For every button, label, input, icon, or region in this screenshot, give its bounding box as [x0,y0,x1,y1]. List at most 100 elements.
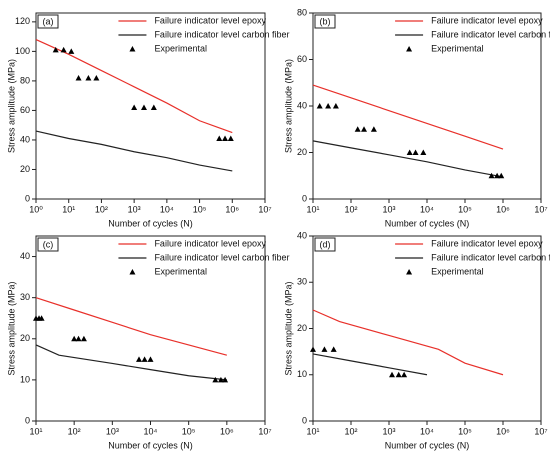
x-tick-label: 10⁵ [458,204,472,214]
y-tick-label: 30 [20,292,30,302]
data-point [412,149,419,155]
y-tick-label: 30 [297,277,307,287]
legend-swatch [129,46,136,52]
panel-label-box [314,237,336,252]
x-tick-label: 10³ [106,426,119,436]
data-point [227,135,234,141]
data-point [141,356,148,362]
series-line [312,309,504,376]
y-tick-label: 20 [20,333,30,343]
x-axis-label: Number of cycles (N) [385,218,470,228]
legend-label: Experimental [154,43,207,53]
data-point [60,46,67,53]
data-point [147,356,154,362]
y-tick-label: 40 [20,134,30,144]
data-point [361,126,368,132]
y-axis-label: Stress amplitude (MPa) [6,281,16,375]
x-axis-label: Number of cycles (N) [385,440,470,450]
data-point [330,346,337,352]
data-point [136,356,143,362]
legend-label: Experimental [431,43,484,53]
data-point [395,371,402,378]
legend-label: Failure indicator level carbon fiber [154,29,289,39]
x-tick-label: 10⁴ [144,426,158,436]
panel-label: (a) [43,16,54,26]
y-tick-label: 0 [302,193,307,203]
data-point [140,104,147,110]
y-tick-label: 20 [297,323,307,333]
plot-frame [35,235,266,422]
data-point [93,74,100,81]
data-point [354,126,361,132]
data-point [85,74,92,81]
x-axis-label: Number of cycles (N) [108,218,193,228]
data-point [75,74,82,81]
legend-label: Failure indicator level carbon fiber [154,252,289,262]
y-tick-label: 60 [297,54,307,64]
data-point [75,335,82,342]
x-tick-label: 10² [68,426,81,436]
y-tick-label: 100 [15,46,30,56]
data-point [212,376,219,383]
x-tick-label: 10¹ [306,204,319,214]
panel: 10¹ 10² 10³ 10⁴ 10⁵ 10⁶ 10⁷ 0 10 20 30 40 Number of … [6,235,290,450]
x-tick-label: 10⁷ [258,426,271,436]
x-tick-label: 10² [344,426,357,436]
legend-label: Failure indicator level carbon fiber [431,252,550,262]
x-tick-label: 10⁵ [458,426,472,436]
x-tick-label: 10⁷ [258,204,271,214]
panel-label-box [37,237,59,252]
plot-frame [312,235,542,422]
series-line [35,344,227,381]
panel-label: (c) [43,239,54,249]
plot-frame [35,12,266,200]
data-point [406,149,413,155]
data-point [332,103,339,109]
data-point [131,104,138,110]
y-tick-label: 80 [20,75,30,85]
x-tick-label: 10¹ [306,426,319,436]
x-axis-label: Number of cycles (N) [108,440,193,450]
x-tick-label: 10⁴ [420,204,434,214]
panel-label-box [314,14,336,29]
y-tick-label: 40 [20,251,30,261]
legend-swatch [406,269,413,275]
data-point [498,172,505,179]
x-tick-label: 10² [95,204,108,214]
x-tick-label: 10⁴ [420,426,434,436]
data-point [401,371,408,378]
data-point [420,149,427,155]
x-tick-label: 10² [344,204,357,214]
data-point [325,103,332,109]
y-tick-label: 60 [20,105,30,115]
data-point [217,376,224,383]
x-tick-label: 10⁷ [534,426,547,436]
data-point [488,172,495,179]
y-tick-label: 10 [20,374,30,384]
y-tick-label: 20 [297,147,307,157]
data-point [310,346,316,352]
data-point [68,48,75,54]
x-tick-label: 10³ [382,204,395,214]
x-tick-label: 10³ [128,204,141,214]
data-point [150,104,157,110]
legend-label: Failure indicator level epoxy [431,15,543,25]
x-tick-label: 10⁷ [534,204,547,214]
series-line [35,297,227,356]
plot-frame [312,12,542,200]
x-tick-label: 10¹ [29,426,42,436]
data-point [316,103,323,109]
y-tick-label: 0 [25,193,30,203]
data-point [321,346,328,352]
panel: 10¹ 10² 10³ 10⁴ 10⁵ 10⁶ 10⁷ 0 10 20 30 40 Number of … [283,230,550,450]
x-tick-label: 10⁶ [496,426,510,436]
data-point [370,126,377,132]
data-point [71,335,78,342]
x-tick-label: 10³ [382,426,395,436]
x-tick-label: 10⁵ [182,426,196,436]
data-point [222,376,229,383]
data-point [222,135,229,141]
y-tick-label: 120 [15,16,30,26]
y-tick-label: 40 [297,100,307,110]
